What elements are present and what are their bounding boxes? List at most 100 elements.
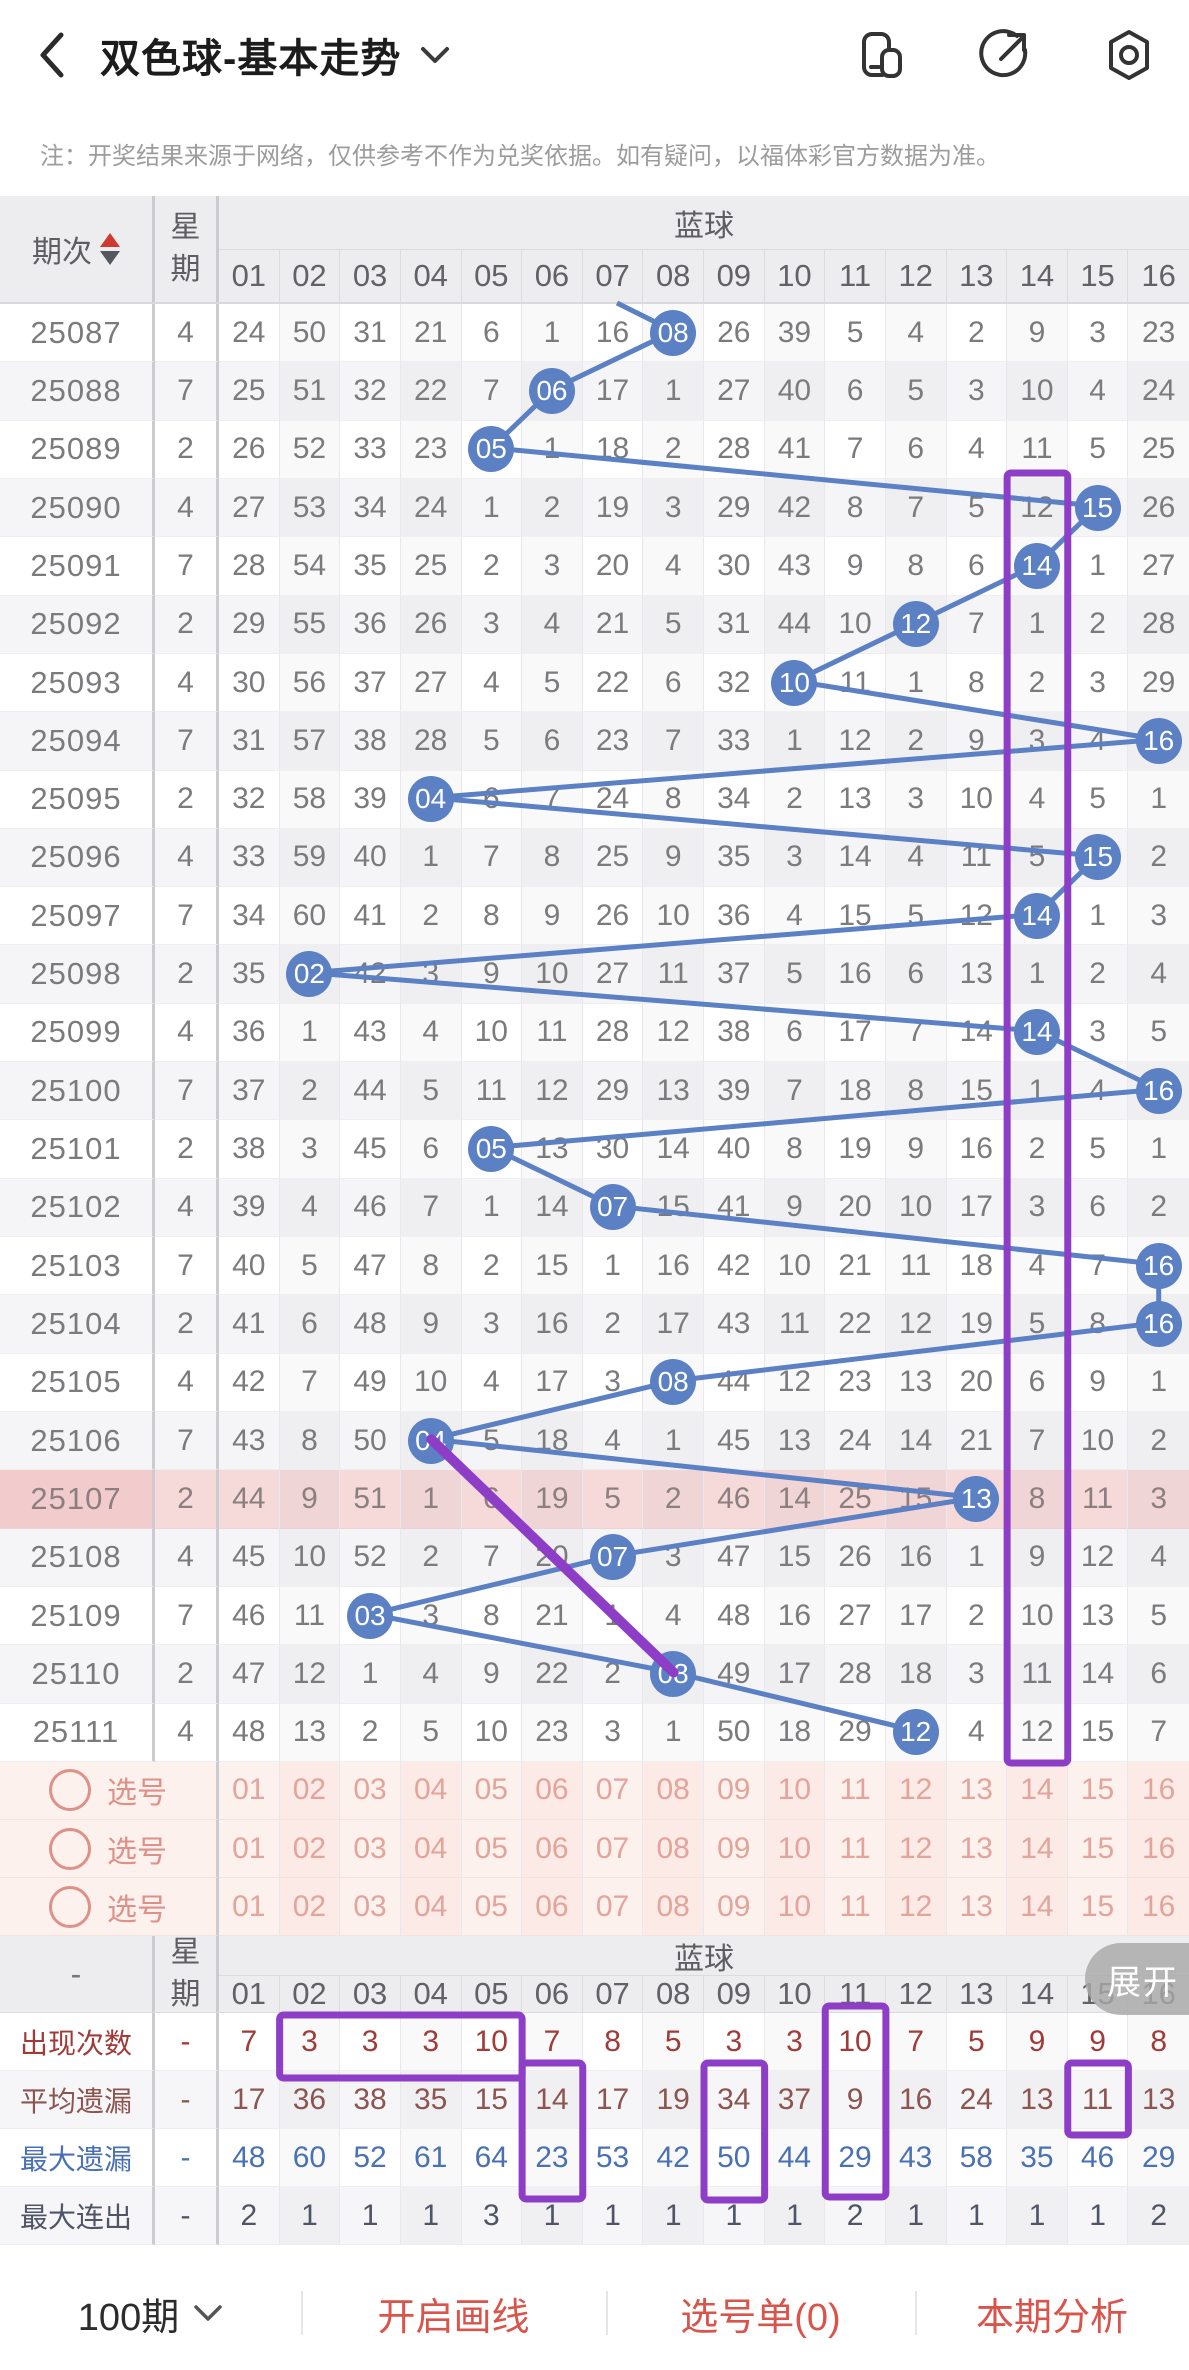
ball-cell: 16 — [825, 945, 886, 1004]
ball-cell: 8 — [522, 828, 583, 888]
pick-number-cell[interactable]: 06 — [522, 1820, 583, 1879]
pick-number-cell[interactable]: 11 — [825, 1820, 886, 1879]
ball-cell: 28 — [1128, 595, 1189, 654]
pick-number-cell[interactable]: 15 — [1067, 1878, 1129, 1937]
pick-number-cell[interactable]: 06 — [522, 1878, 583, 1937]
ball-cell: 52 — [340, 1528, 401, 1587]
ball-cell: 40 — [704, 1120, 765, 1179]
share-icon[interactable] — [979, 29, 1031, 81]
ball-cell: 2 — [1128, 1411, 1189, 1471]
pick-number-cell[interactable]: 14 — [1007, 1878, 1068, 1937]
back-button[interactable] — [30, 29, 74, 81]
ball-cell: 3 — [1007, 712, 1068, 771]
pick-number-cell[interactable]: 12 — [885, 1820, 947, 1879]
stats-value-cell: 15 — [461, 2071, 523, 2130]
pick-number-cell[interactable]: 04 — [400, 1878, 462, 1937]
ball-cell: 1 — [643, 362, 704, 421]
pick-number-cell[interactable]: 05 — [461, 1761, 523, 1820]
toolbar-item-1[interactable]: 100期 — [0, 2256, 301, 2370]
ball-cell: 29 — [1128, 653, 1189, 713]
title-dropdown[interactable]: 双色球-基本走势 — [100, 26, 451, 84]
ball-cell: 1 — [461, 1178, 523, 1237]
pick-number-cell[interactable]: 09 — [704, 1820, 765, 1879]
ball-cell: 05 — [461, 1120, 523, 1179]
ball-cell: 11 — [764, 1295, 826, 1354]
pick-number-cell[interactable]: 03 — [340, 1878, 401, 1937]
pick-circle-icon[interactable] — [49, 1827, 91, 1870]
pick-number-cell[interactable]: 10 — [764, 1761, 826, 1820]
pick-number-cell[interactable]: 03 — [340, 1820, 401, 1879]
ball-cell: 16 — [1128, 712, 1189, 771]
table-row: 25096 4 33 59 40 1 7 8 25 9 35 3 14 4 11 5 15 2 — [0, 828, 1189, 888]
ball-cell: 22 — [400, 362, 462, 421]
pick-number-cell[interactable]: 16 — [1128, 1878, 1189, 1937]
pick-number-cell[interactable]: 05 — [461, 1878, 523, 1937]
pick-number-cell[interactable]: 14 — [1007, 1761, 1068, 1820]
pick-number-cell[interactable]: 13 — [946, 1878, 1008, 1937]
pick-number-cell[interactable]: 02 — [279, 1761, 341, 1820]
expand-button[interactable]: 展开 — [1085, 1943, 1189, 2015]
pick-number-cell[interactable]: 02 — [279, 1878, 341, 1937]
pick-label-text: 选号 — [107, 1835, 167, 1869]
pick-circle-icon[interactable] — [49, 1769, 91, 1812]
pick-number-cell[interactable]: 02 — [279, 1820, 341, 1879]
pick-number-cell[interactable]: 11 — [825, 1761, 886, 1820]
pick-number-cell[interactable]: 16 — [1128, 1761, 1189, 1820]
pick-number-cell[interactable]: 04 — [400, 1761, 462, 1820]
ball-cell: 7 — [885, 1003, 947, 1063]
pick-number-cell[interactable]: 08 — [643, 1878, 704, 1937]
ball-cell: 6 — [461, 1470, 523, 1529]
ball-cell: 45 — [704, 1411, 765, 1471]
ball-cell: 29 — [219, 595, 280, 654]
pick-number-cell[interactable]: 11 — [825, 1878, 886, 1937]
ball-cell: 4 — [461, 653, 523, 713]
stats-ball-group-header: 蓝球 — [219, 1936, 1189, 1977]
toolbar-item-4[interactable]: 本期分析 — [915, 2256, 1189, 2370]
pick-number-cell[interactable]: 12 — [885, 1761, 947, 1820]
drawn-ball: 04 — [407, 776, 454, 823]
pick-number-cell[interactable]: 07 — [582, 1878, 644, 1937]
pick-number-cell[interactable]: 07 — [582, 1820, 644, 1879]
ball-cell: 13 — [764, 1411, 826, 1471]
pick-number-cell[interactable]: 05 — [461, 1820, 523, 1879]
ball-cell: 45 — [219, 1528, 280, 1587]
ball-cell: 1 — [400, 828, 462, 888]
pick-number-cell[interactable]: 09 — [704, 1761, 765, 1820]
stats-value-cell: 7 — [885, 2013, 947, 2072]
pick-number-cell[interactable]: 15 — [1067, 1820, 1129, 1879]
pick-number-cell[interactable]: 14 — [1007, 1820, 1068, 1879]
pick-number-cell[interactable]: 06 — [522, 1761, 583, 1820]
pick-number-cell[interactable]: 10 — [764, 1878, 826, 1937]
pick-number-cell[interactable]: 13 — [946, 1761, 1008, 1820]
pick-number-cell[interactable]: 12 — [885, 1878, 947, 1937]
pick-number-cell[interactable]: 09 — [704, 1878, 765, 1937]
ball-cell: 8 — [885, 1062, 947, 1121]
ball-cell: 7 — [461, 362, 523, 421]
period-sort-header[interactable]: 期次 — [0, 196, 155, 302]
toolbar-item-3[interactable]: 选号单(0) — [606, 2256, 915, 2370]
pick-number-cell[interactable]: 16 — [1128, 1820, 1189, 1879]
windows-icon[interactable] — [855, 29, 907, 81]
ball-cell: 08 — [643, 1353, 704, 1412]
ball-cell: 9 — [1007, 1528, 1068, 1587]
pick-number-cell[interactable]: 03 — [340, 1761, 401, 1820]
pick-number-cell[interactable]: 10 — [764, 1820, 826, 1879]
ball-cell: 22 — [825, 1295, 886, 1354]
pick-number-cell[interactable]: 08 — [643, 1761, 704, 1820]
pick-number-cell[interactable]: 08 — [643, 1820, 704, 1879]
settings-icon[interactable] — [1103, 29, 1155, 81]
stats-value-cell: 50 — [704, 2129, 765, 2188]
week-header: 星期 — [155, 196, 219, 302]
pick-number-cell[interactable]: 15 — [1067, 1761, 1129, 1820]
ball-cell: 48 — [704, 1586, 765, 1646]
pick-number-cell[interactable]: 01 — [219, 1878, 280, 1937]
pick-number-cell[interactable]: 04 — [400, 1820, 462, 1879]
pick-number-cell[interactable]: 13 — [946, 1820, 1008, 1879]
pick-number-cell[interactable]: 01 — [219, 1761, 280, 1820]
ball-cell: 6 — [522, 712, 583, 771]
pick-number-cell[interactable]: 01 — [219, 1820, 280, 1879]
pick-circle-icon[interactable] — [49, 1885, 91, 1928]
pick-number-cell[interactable]: 07 — [582, 1761, 644, 1820]
toolbar-item-2[interactable]: 开启画线 — [301, 2256, 606, 2370]
stats-value-cell: 46 — [1067, 2129, 1129, 2188]
